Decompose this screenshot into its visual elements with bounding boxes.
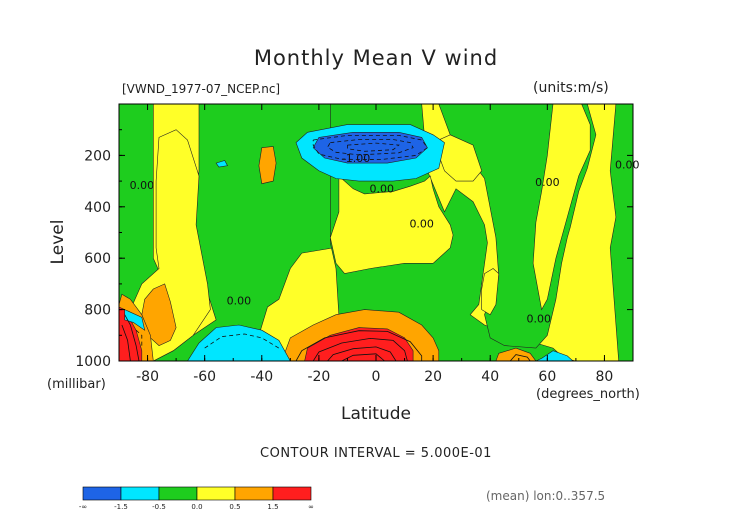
- y-tick-label: 1000: [75, 354, 111, 370]
- contour-label-2: 0.00: [130, 179, 155, 192]
- colorbar-swatch-1: [120, 486, 160, 501]
- y-tick-label: 200: [84, 148, 111, 164]
- x-tick-label: 0: [372, 369, 381, 385]
- contour-label-0: -1.00: [342, 152, 370, 165]
- contour-label-7: 0.00: [615, 158, 640, 171]
- colorbar-swatch-0: [82, 486, 122, 501]
- colorbar-swatch-5: [272, 486, 312, 501]
- contour-lines: [121, 134, 531, 361]
- contour-line-3: [204, 333, 280, 349]
- x-tick-label: -60: [193, 369, 216, 385]
- contour-interval: CONTOUR INTERVAL = 5.000E-01: [260, 446, 492, 461]
- y-tick-label: 600: [84, 251, 111, 267]
- contour-line-0: [312, 134, 428, 160]
- file-label: [VWND_1977-07_NCEP.nc]: [122, 82, 281, 96]
- contour-line-9: [124, 314, 140, 361]
- x-axis-unit: (degrees_north): [536, 387, 640, 402]
- region-cyan-20: [187, 324, 291, 361]
- colorbar-bound-label: -∞: [79, 503, 87, 511]
- chart-title: Monthly Mean V wind: [253, 46, 499, 70]
- x-tick-label: 20: [424, 369, 442, 385]
- contour-label-3: 0.00: [227, 294, 252, 307]
- x-tick-label: -40: [250, 369, 273, 385]
- region-cyan-21: [215, 160, 228, 168]
- colorbar-bound-label: 1.5: [267, 503, 278, 511]
- region-yellow-9: [481, 268, 500, 316]
- x-tick-label: -80: [136, 369, 159, 385]
- x-axis-ticks: -80 -60 -40 -20 0 20 40 60 80: [118, 104, 634, 385]
- y-axis-ticks: 200 400 600 800 1000: [75, 129, 633, 370]
- colorbar-bound-label: 0.5: [229, 503, 240, 511]
- contour-label-6: 0.00: [527, 312, 552, 325]
- colorbar: -∞ -1.5 -0.5 0.0 0.5 1.5 ∞: [79, 486, 314, 511]
- contour-label-1: 0.00: [369, 183, 394, 196]
- y-tick-label: 800: [84, 303, 111, 319]
- region-yellow-8: [532, 104, 591, 311]
- region-blue-11: [312, 132, 428, 164]
- x-tick-label: 40: [481, 369, 499, 385]
- contour-label-5: 0.00: [535, 176, 560, 189]
- contour-line-1: [326, 139, 414, 156]
- colorbar-bound-label: 0.0: [191, 503, 202, 511]
- contour-line-10: [121, 324, 131, 361]
- y-axis-label: Level: [48, 219, 68, 265]
- region-cyan-19: [124, 309, 146, 331]
- contour-labels: -1.00 0.00 0.00 0.00 0.00 0.00 0.00 0.00: [130, 152, 640, 326]
- x-axis-label: Latitude: [341, 404, 411, 424]
- colorbar-swatch-3: [196, 486, 236, 501]
- region-orange-13: [141, 283, 177, 346]
- contour-line-11: [509, 354, 531, 361]
- contour-line-2: [346, 142, 400, 152]
- units-label: (units:m/s): [533, 80, 609, 96]
- colorbar-swatch-4: [234, 486, 274, 501]
- colorbar-bound-label: ∞: [308, 503, 314, 511]
- contour-line-5: [295, 330, 423, 361]
- y-tick-label: 400: [84, 200, 111, 216]
- x-tick-label: 80: [596, 369, 614, 385]
- mean-longitude-note: (mean) lon:0..357.5: [486, 489, 606, 503]
- colorbar-bound-label: -1.5: [114, 503, 128, 511]
- region-red-18: [304, 327, 414, 361]
- contour-line-7: [327, 346, 397, 361]
- x-tick-label: 60: [538, 369, 556, 385]
- colorbar-swatch-2: [158, 486, 198, 501]
- colorbar-bound-label: -0.5: [152, 503, 166, 511]
- contour-fill-regions: [119, 104, 633, 361]
- contour-line-6: [312, 337, 408, 361]
- region-orange-12: [258, 146, 277, 185]
- contour-label-4: 0.00: [409, 217, 434, 230]
- contour-line-4: [135, 329, 143, 346]
- region-green-4: [609, 104, 633, 361]
- y-axis-unit: (millibar): [47, 377, 106, 392]
- x-tick-label: -20: [307, 369, 330, 385]
- region-yellow-6: [329, 175, 454, 274]
